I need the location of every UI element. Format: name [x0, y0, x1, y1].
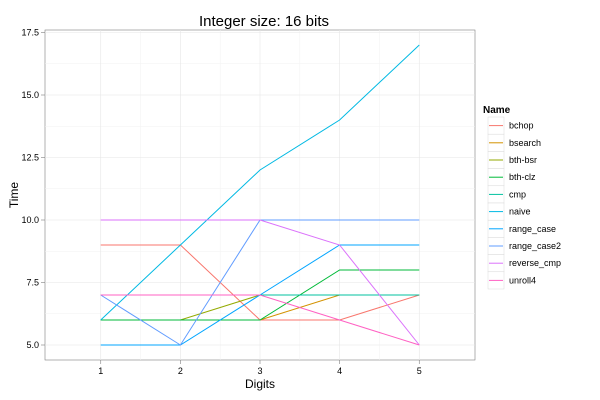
y-axis: 5.0 7.5 10.0 12.5 15.0 17.5 — [21, 28, 45, 350]
series-line-naive — [100, 44, 420, 321]
x-tick-label: 1 — [98, 366, 103, 376]
x-axis: 1 2 3 4 5 — [98, 360, 422, 376]
legend-label: bsearch — [509, 138, 541, 148]
y-tick-label: 7.5 — [26, 278, 39, 288]
y-tick-label: 15.0 — [21, 90, 39, 100]
legend-label: naive — [509, 207, 531, 217]
legend-label: bth-clz — [509, 172, 536, 182]
legend-label: bth-bsr — [509, 155, 537, 165]
series-lines — [100, 44, 420, 346]
legend-label: range_case2 — [509, 241, 561, 251]
x-tick-label: 3 — [257, 366, 262, 376]
legend-label: unroll4 — [509, 275, 536, 285]
chart-title: Integer size: 16 bits — [199, 13, 329, 30]
legend-label: bchop — [509, 121, 534, 131]
x-tick-label: 4 — [337, 366, 342, 376]
series-line-bth-clz — [100, 269, 420, 321]
legend-label: reverse_cmp — [509, 258, 561, 268]
y-axis-title: Time — [7, 182, 21, 209]
legend-label: range_case — [509, 224, 556, 234]
y-tick-label: 17.5 — [21, 28, 39, 38]
series-line-reverse_cmp — [100, 219, 420, 346]
y-tick-label: 5.0 — [26, 340, 39, 350]
legend-title: Name — [483, 105, 511, 116]
x-tick-label: 5 — [417, 366, 422, 376]
y-tick-label: 10.0 — [21, 215, 39, 225]
x-axis-title: Digits — [245, 377, 275, 391]
legend-label: cmp — [509, 189, 526, 199]
legend: Name bchop bsearch bth-bsr bth-clz cmp naive r… — [483, 105, 561, 290]
x-tick-label: 2 — [178, 366, 183, 376]
y-tick-label: 12.5 — [21, 153, 39, 163]
series-line-unroll4 — [100, 294, 420, 346]
